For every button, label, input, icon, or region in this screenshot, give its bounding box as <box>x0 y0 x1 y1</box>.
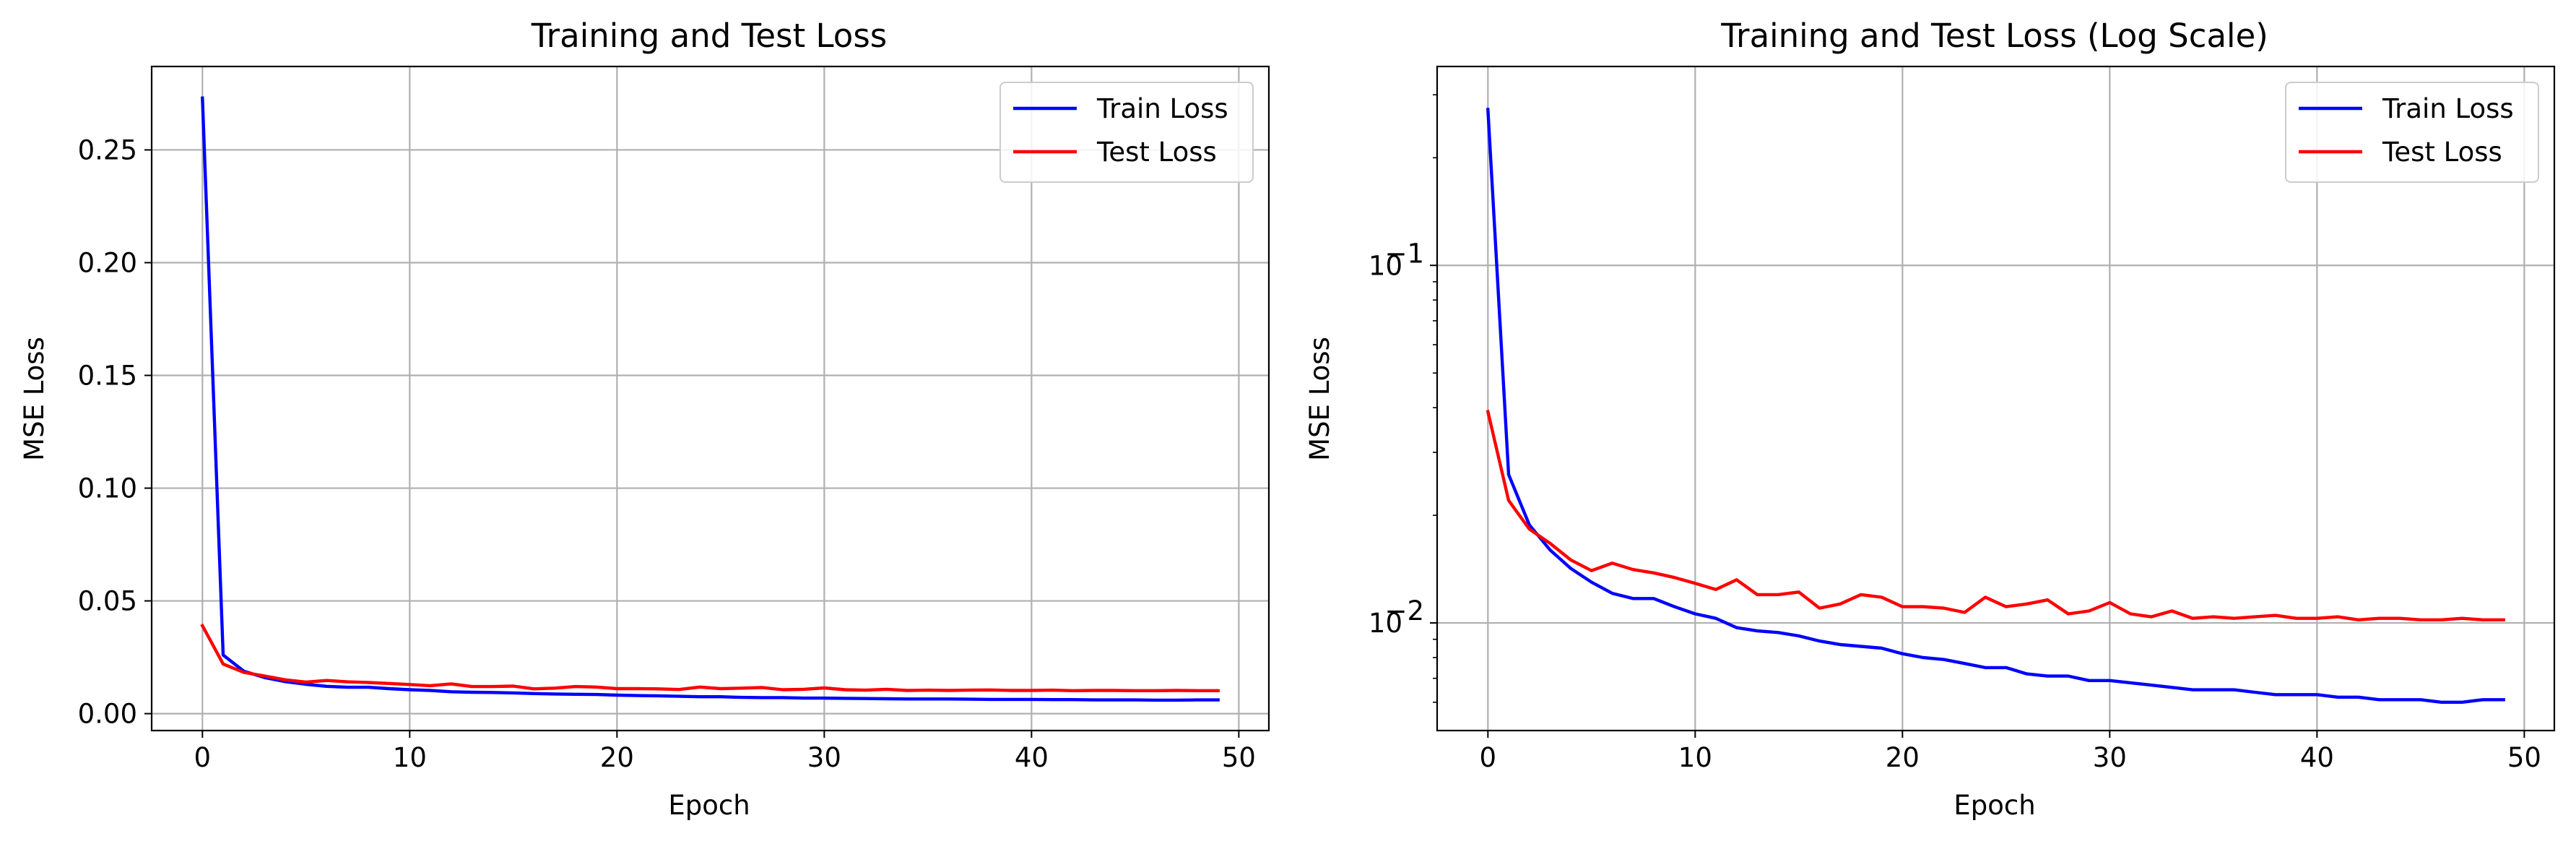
legend-label: Train Loss <box>1096 93 1228 124</box>
x-tick-label: 0 <box>194 742 212 773</box>
chart-title: Training and Test Loss <box>531 17 887 55</box>
axes-frame <box>150 65 1270 732</box>
x-tick-label: 30 <box>2093 742 2127 773</box>
chart-linear: Training and Test Loss Epoch MSE Loss 0 1… <box>19 17 1270 821</box>
chart-log: Training and Test Loss (Log Scale) Epoch… <box>1304 17 2556 821</box>
legend-label: Test Loss <box>1096 137 1217 168</box>
legend-label: Train Loss <box>2382 93 2514 124</box>
x-tick-label: 10 <box>1678 742 1712 773</box>
y-tick-label: 0.00 <box>78 699 137 730</box>
x-tick-label: 20 <box>1886 742 1920 773</box>
x-axis-label: Epoch <box>668 790 750 821</box>
x-tick-label: 10 <box>393 742 427 773</box>
y-tick-label: 10 <box>1369 608 1402 639</box>
series-line <box>201 96 1220 702</box>
y-tick-label: 0.10 <box>78 473 137 504</box>
y-tick-label: 0.15 <box>78 361 137 392</box>
x-tick-label: 0 <box>1480 742 1497 773</box>
y-tick-label: 10 <box>1369 250 1402 281</box>
x-tick-label: 50 <box>2507 742 2541 773</box>
axes-frame <box>1436 65 2556 732</box>
y-tick-label: 0.05 <box>78 586 137 617</box>
x-tick-label: 40 <box>2300 742 2334 773</box>
series-line <box>200 623 1220 692</box>
y-axis-label: MSE Loss <box>1304 337 1335 461</box>
y-tick-label: 0.25 <box>78 134 137 165</box>
chart-title: Training and Test Loss (Log Scale) <box>1720 17 2268 55</box>
x-tick-label: 20 <box>600 742 634 773</box>
series-line <box>1486 108 2505 704</box>
legend-label: Test Loss <box>2382 137 2502 168</box>
x-tick-label: 50 <box>1222 742 1256 773</box>
y-tick-exponent: −2 <box>1384 595 1424 626</box>
x-tick-label: 40 <box>1015 742 1049 773</box>
y-axis-label: MSE Loss <box>19 337 50 461</box>
series-line <box>1486 409 2505 621</box>
y-tick-exponent: −1 <box>1384 238 1424 269</box>
x-tick-label: 30 <box>807 742 841 773</box>
y-tick-label: 0.20 <box>78 247 137 278</box>
x-axis-label: Epoch <box>1953 790 2035 821</box>
